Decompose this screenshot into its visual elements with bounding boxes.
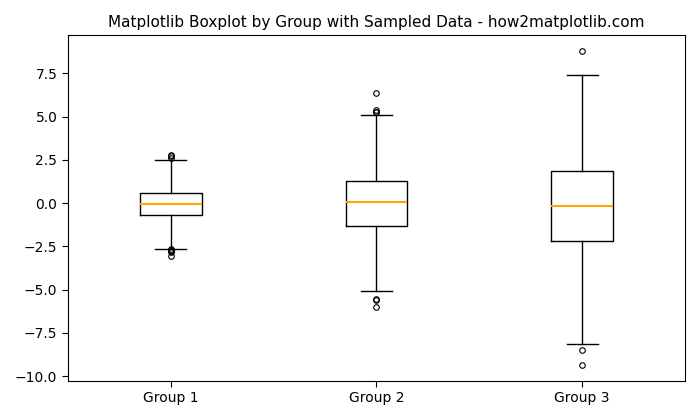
Title: Matplotlib Boxplot by Group with Sampled Data - how2matplotlib.com: Matplotlib Boxplot by Group with Sampled…: [108, 15, 645, 30]
